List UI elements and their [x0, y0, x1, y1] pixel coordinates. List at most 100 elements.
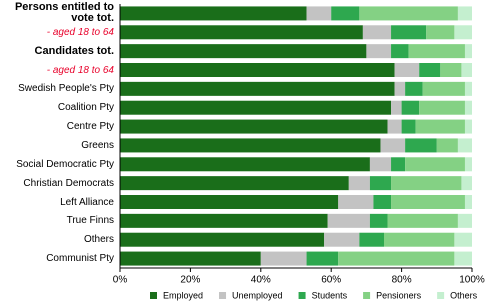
legend-label: Others — [450, 290, 478, 300]
bar-segment — [120, 176, 349, 191]
bar-segment — [369, 157, 392, 172]
bar-segment — [120, 138, 381, 153]
y-tick-label: Centre Pty — [66, 121, 114, 133]
bar-segment — [324, 232, 360, 247]
bar-segment — [359, 6, 458, 21]
bar-segment — [464, 44, 472, 59]
bar-segment — [457, 6, 472, 21]
legend-label: Unemployed — [232, 290, 283, 300]
bar-segment — [260, 251, 307, 266]
legend-label: Pensioners — [376, 290, 422, 300]
bar-segment — [120, 195, 339, 209]
bar-segment — [373, 195, 392, 209]
x-tick-label: 0% — [113, 275, 128, 286]
bar-segment — [391, 25, 427, 40]
bar-segment — [426, 25, 455, 40]
bar-segment — [387, 119, 402, 134]
bar-segment — [454, 25, 472, 40]
bar-segment — [405, 138, 437, 153]
legend-label: Employed — [163, 290, 203, 300]
bar-segment — [120, 25, 363, 40]
bar-segment — [380, 138, 406, 153]
bar-segment — [401, 119, 416, 134]
bar-segment — [464, 157, 472, 172]
bar-segment — [366, 44, 392, 59]
bar-segment — [394, 81, 406, 96]
bar-segment — [348, 176, 370, 191]
bar-segment — [120, 63, 395, 77]
bar-segment — [419, 100, 465, 115]
y-tick-label: Others — [83, 234, 114, 246]
x-tick-label: 20% — [180, 275, 200, 286]
bar-segment — [464, 195, 472, 209]
bar-segment — [394, 63, 420, 77]
bar-segment — [422, 81, 465, 96]
bar-segment — [401, 100, 420, 115]
bar-segment — [457, 213, 472, 228]
bar-segment — [457, 138, 472, 153]
y-tick-label: Coalition Pty — [57, 102, 114, 114]
bar-segment — [120, 6, 307, 21]
bar-segment — [120, 157, 370, 172]
y-tick-label: - aged 18 to 64 — [46, 26, 114, 38]
bar-segment — [464, 81, 472, 96]
bar-segment — [454, 251, 472, 266]
bar-segment — [391, 100, 402, 115]
bar-segment — [391, 176, 462, 191]
bar-segment — [464, 119, 472, 134]
bar-segment — [306, 251, 339, 266]
bar-segment — [391, 157, 406, 172]
legend-swatch — [363, 292, 371, 299]
y-tick-label: True Finns — [66, 215, 114, 227]
y-tick-label: Christian Democrats — [23, 177, 114, 189]
y-tick-label: - aged 18 to 64 — [46, 64, 114, 76]
bar-segment — [331, 6, 360, 21]
legend-swatch — [219, 292, 227, 299]
bar-segment — [120, 232, 325, 247]
legend-swatch — [437, 292, 445, 299]
y-tick-label: Greens — [81, 139, 114, 151]
y-tick-label: Persons entitled to vote tot. — [14, 1, 114, 25]
bar-segment — [369, 213, 388, 228]
bar-segment — [369, 176, 392, 191]
x-tick-label: 40% — [251, 275, 271, 286]
bar-segment — [384, 232, 455, 247]
bar-segment — [120, 251, 261, 266]
bar-segment — [408, 44, 465, 59]
bar-segment — [405, 157, 465, 172]
bar-segment — [454, 232, 472, 247]
bar-segment — [120, 100, 392, 115]
bar-segment — [120, 81, 395, 96]
bar-segment — [415, 119, 465, 134]
bar-segment — [362, 25, 392, 40]
legend-label: Students — [312, 290, 348, 300]
bar-segment — [120, 213, 328, 228]
bar-segment — [387, 213, 458, 228]
bar-segment — [120, 119, 388, 134]
y-tick-label: Swedish People's Pty — [18, 83, 114, 95]
y-tick-label: Left Alliance — [60, 196, 114, 208]
bar-segment — [359, 232, 384, 247]
bar-segment — [391, 44, 409, 59]
bar-segment — [338, 195, 374, 209]
bar-segment — [461, 176, 472, 191]
bar-segment — [440, 63, 462, 77]
bar-segment — [120, 44, 367, 59]
x-tick-label: 60% — [321, 275, 341, 286]
bar-segment — [338, 251, 455, 266]
legend-swatch — [298, 292, 306, 299]
bar-segment — [327, 213, 370, 228]
bar-segment — [306, 6, 332, 21]
y-tick-label: Candidates tot. — [34, 44, 114, 57]
bar-segment — [391, 195, 465, 209]
x-tick-label: 100% — [459, 275, 485, 286]
y-tick-label: Communist Pty — [46, 253, 114, 265]
bar-segment — [464, 100, 472, 115]
bar-segment — [461, 63, 472, 77]
y-tick-label: Social Democratic Pty — [16, 158, 114, 170]
legend-swatch — [150, 292, 157, 299]
bar-segment — [419, 63, 441, 77]
bar-segment — [405, 81, 423, 96]
